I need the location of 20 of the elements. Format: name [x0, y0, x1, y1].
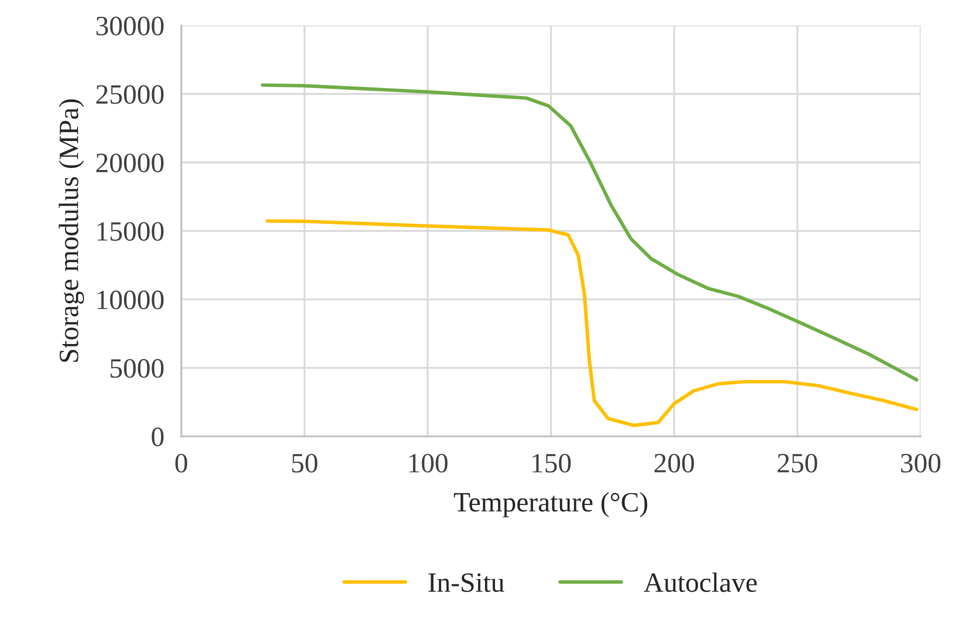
line-series	[266, 219, 918, 428]
y-axis-title: Storage modulus (MPa)	[58, 99, 84, 362]
x-tick-label: 250	[778, 454, 818, 473]
y-tick-label: 30000	[96, 16, 164, 36]
y-tick-label: 15000	[98, 222, 164, 241]
x-tick-label: 100	[409, 454, 448, 473]
x-axis-title: Temperature (°C)	[454, 492, 648, 518]
x-tick-label: 300	[901, 454, 940, 473]
y-tick-label: 25000	[96, 85, 164, 104]
x-tick-label: 50	[292, 454, 318, 473]
y-tick-label: 10000	[98, 290, 164, 310]
x-tick-label: 0	[175, 454, 188, 473]
x-tick-label: 200	[654, 454, 694, 473]
y-tick-label: 0	[152, 428, 164, 446]
line-series	[260, 83, 918, 382]
y-tick-label: 20000	[96, 154, 164, 172]
y-tick-label: 5000	[110, 359, 164, 378]
x-tick-label: 150	[532, 454, 571, 473]
legend-label: Autoclave	[644, 572, 757, 592]
legend-label: In-Situ	[428, 573, 504, 592]
